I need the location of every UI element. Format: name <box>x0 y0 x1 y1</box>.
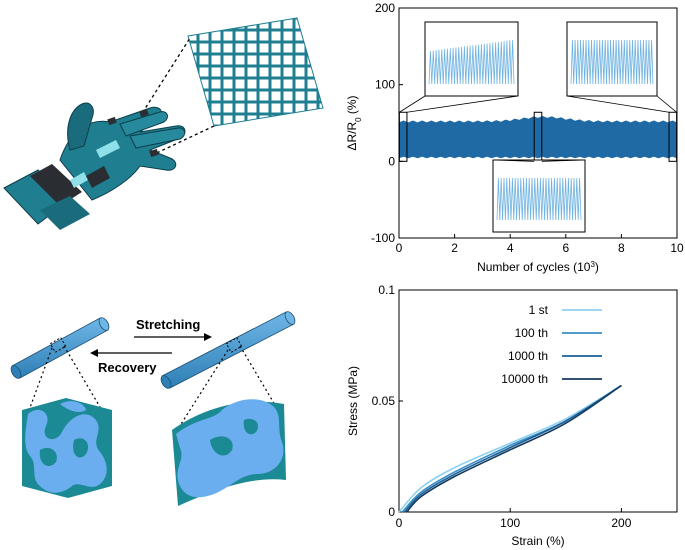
glove-illustration <box>3 17 324 230</box>
connector-0-a <box>399 95 426 113</box>
recovery-label: Recovery <box>98 360 157 375</box>
legend-label-1: 100 th <box>515 326 548 340</box>
legend: 1 st 100 th 1000 th 10000 th <box>501 303 602 386</box>
x-tick-label-5: 10 <box>670 241 684 255</box>
x-axis-label: Number of cycles (103) <box>477 260 599 275</box>
band-area <box>399 116 677 159</box>
stretch-schematic: Stretching Recovery <box>10 311 296 506</box>
y-tick-label-2: 0.1 <box>378 283 395 297</box>
y-tick-label-1: 0.05 <box>372 394 396 408</box>
connector-1-b <box>541 159 586 162</box>
zoom-windows <box>398 21 678 233</box>
legend-label-2: 1000 th <box>508 349 548 363</box>
mesh-inset <box>187 17 324 127</box>
x-axis-label: Strain (%) <box>511 534 564 548</box>
x-tick-label-0: 0 <box>396 241 403 255</box>
y-tick-label-0: -100 <box>371 231 395 245</box>
y-axis-label: Stress (MPa) <box>346 366 360 436</box>
cube-relaxed <box>22 398 112 498</box>
legend-label-0: 1 st <box>529 303 549 317</box>
connector-2-a <box>566 95 670 113</box>
y-tick-label-0: 0 <box>388 505 395 519</box>
inset-trace-2 <box>570 39 654 85</box>
x-tick-label-2: 200 <box>611 516 631 530</box>
stretching-arrow <box>134 333 212 341</box>
curve-series-3 <box>406 384 622 513</box>
inset-trace-0 <box>428 40 515 85</box>
zoom-window-2 <box>668 111 678 162</box>
rod-relaxed <box>10 317 110 379</box>
inset-2 <box>566 21 658 97</box>
x-tick-label-0: 0 <box>396 516 403 530</box>
curve-series-0 <box>398 384 622 513</box>
connector-1-a <box>492 159 535 162</box>
inset-1 <box>492 159 586 233</box>
y-tick-label-1: 0 <box>388 154 395 168</box>
connector-2-b <box>656 95 677 113</box>
y-axis-label: ΔR/R0 (%) <box>345 95 363 150</box>
y-tick-label-2: 100 <box>375 78 395 92</box>
recovery-arrow <box>90 349 172 357</box>
cube-stretched <box>172 399 286 506</box>
axis-ticks: 0 100 200 0 0.05 0.1 <box>372 283 632 530</box>
curve-series-2 <box>403 384 622 513</box>
glove <box>3 102 186 230</box>
inset-trace-1 <box>496 177 582 221</box>
stress-strain-chart: 0 100 200 0 0.05 0.1 1 st 100 th 1000 th 10000 t… <box>346 283 678 548</box>
stretching-label: Stretching <box>136 317 200 332</box>
zoom-window-0 <box>398 111 408 162</box>
x-tick-label-1: 100 <box>500 516 520 530</box>
resistance-band <box>399 116 677 159</box>
stress-curves <box>398 384 622 513</box>
x-tick-label-1: 2 <box>451 241 458 255</box>
y-tick-label-3: 200 <box>375 1 395 15</box>
x-tick-label-2: 4 <box>507 241 514 255</box>
legend-label-3: 10000 th <box>501 372 548 386</box>
x-tick-label-3: 6 <box>562 241 569 255</box>
x-tick-label-4: 8 <box>618 241 625 255</box>
connector-0-b <box>406 95 519 113</box>
